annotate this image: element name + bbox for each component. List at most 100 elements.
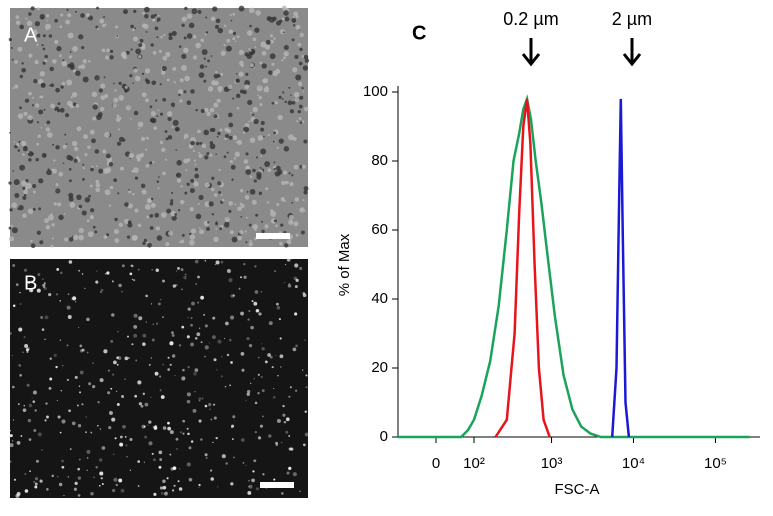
speck	[18, 327, 23, 332]
speck	[181, 233, 185, 237]
speck	[28, 158, 32, 162]
speck	[23, 194, 27, 197]
speck	[103, 349, 108, 354]
speck	[286, 471, 290, 475]
speck	[231, 236, 238, 243]
speck	[254, 46, 257, 49]
speck	[77, 494, 81, 497]
speck	[195, 282, 198, 285]
speck	[167, 356, 170, 359]
speck	[43, 108, 46, 111]
speck	[216, 486, 219, 488]
speck	[34, 409, 37, 412]
speck	[248, 485, 250, 488]
speck	[193, 181, 199, 187]
speck	[81, 348, 85, 352]
speck	[275, 354, 277, 357]
speck	[125, 444, 128, 447]
speck	[147, 424, 149, 426]
speck	[245, 169, 252, 175]
speck	[27, 208, 34, 215]
speck	[303, 139, 308, 144]
speck	[185, 169, 188, 171]
speck	[249, 137, 256, 143]
speck	[195, 108, 198, 112]
speck	[61, 459, 64, 463]
speck	[114, 89, 117, 92]
speck	[155, 268, 160, 273]
speck	[153, 492, 157, 496]
speck	[78, 65, 82, 69]
speck	[256, 85, 263, 92]
speck	[192, 34, 197, 39]
speck	[267, 168, 272, 172]
speck	[195, 213, 202, 220]
speck	[171, 354, 176, 358]
speck	[297, 81, 303, 87]
speck	[218, 190, 222, 194]
speck	[55, 87, 60, 93]
speck	[186, 427, 189, 430]
speck	[303, 54, 309, 60]
speck	[17, 149, 21, 152]
speck	[54, 108, 57, 111]
speck	[215, 153, 217, 156]
speck	[246, 389, 251, 394]
speck	[15, 20, 21, 25]
speck	[178, 468, 181, 470]
speck	[46, 120, 51, 125]
speck	[127, 335, 129, 338]
speck	[125, 105, 131, 111]
speck	[159, 389, 162, 392]
speck	[46, 487, 49, 491]
speck	[288, 172, 291, 175]
speck	[283, 420, 287, 424]
speck	[94, 75, 100, 81]
speck	[255, 10, 261, 16]
speck	[234, 151, 241, 157]
speck	[32, 104, 35, 107]
speck	[162, 479, 166, 483]
speck	[75, 70, 81, 77]
speck	[190, 323, 193, 327]
speck	[219, 128, 223, 132]
speck	[92, 362, 94, 364]
speck	[9, 430, 12, 432]
speck	[273, 161, 276, 164]
speck	[172, 119, 179, 126]
speck	[237, 206, 242, 212]
speck	[248, 223, 252, 227]
speck	[172, 105, 175, 108]
speck	[41, 328, 45, 331]
speck	[154, 13, 157, 17]
speck	[253, 118, 259, 125]
speck	[35, 459, 39, 463]
speck	[273, 388, 275, 390]
speck	[224, 133, 230, 138]
y-axis-label: % of Max	[336, 233, 353, 296]
speck	[259, 103, 263, 106]
speck	[206, 111, 211, 117]
speck	[69, 51, 72, 53]
speck	[109, 185, 114, 190]
speck	[186, 335, 190, 339]
speck	[131, 278, 134, 281]
speck	[252, 106, 258, 113]
speck	[196, 332, 201, 337]
speck	[301, 86, 304, 90]
speck	[230, 361, 233, 364]
speck	[114, 217, 118, 222]
speck	[161, 70, 166, 75]
speck	[118, 128, 121, 131]
speck	[27, 151, 34, 157]
speck	[156, 36, 159, 39]
speck	[91, 91, 98, 98]
speck	[234, 40, 237, 43]
speck	[301, 164, 306, 169]
speck	[143, 425, 146, 428]
speck	[249, 49, 252, 52]
speck	[95, 466, 98, 469]
speck	[97, 425, 99, 427]
speck	[227, 221, 230, 224]
speck	[87, 145, 91, 149]
